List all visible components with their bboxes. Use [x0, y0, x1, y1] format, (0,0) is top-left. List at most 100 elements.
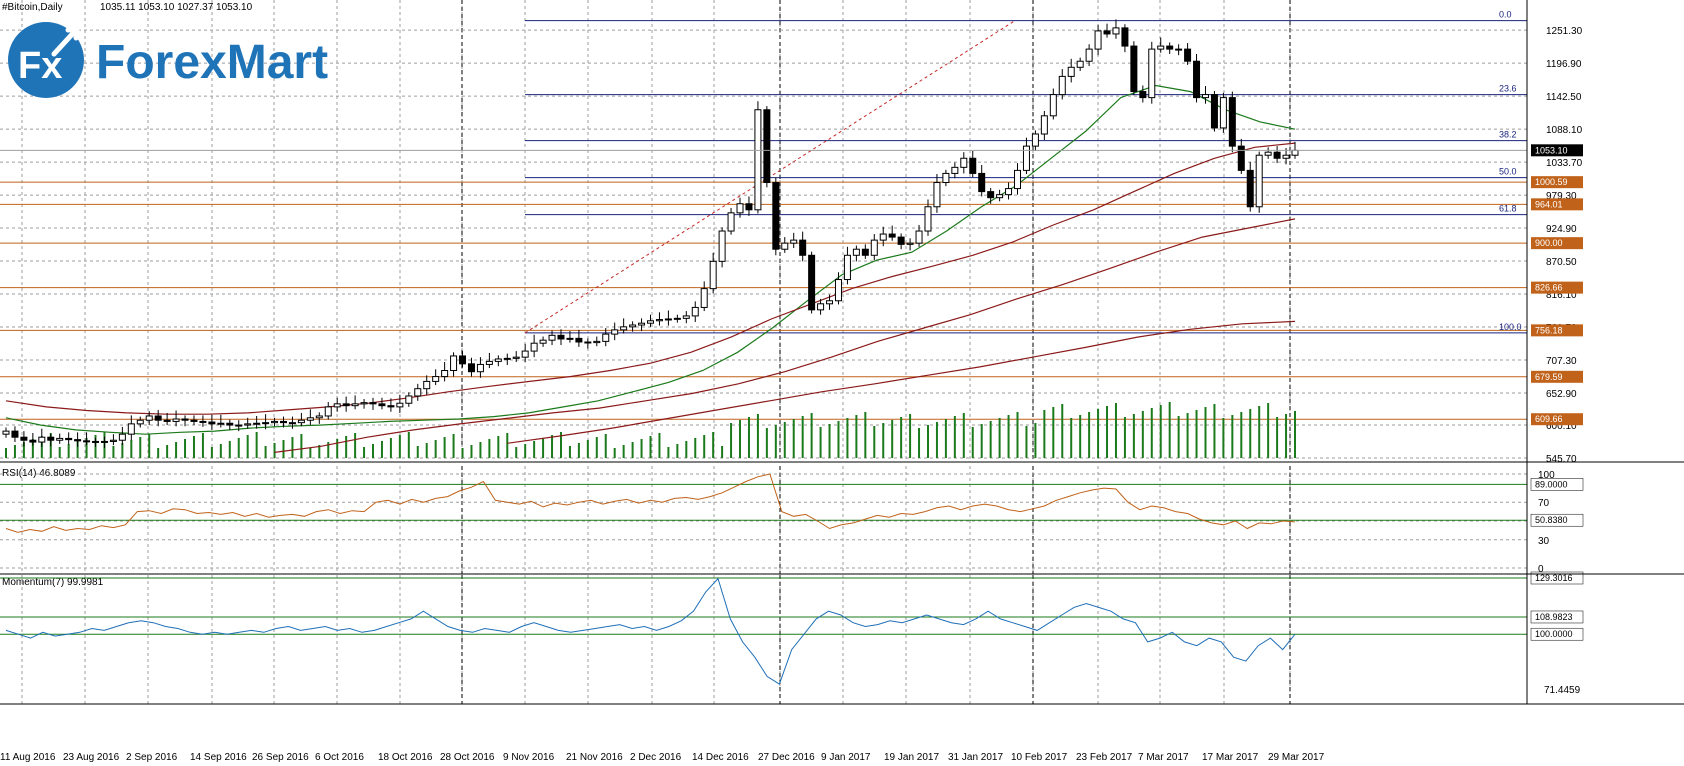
candle-body [459, 355, 467, 365]
date-tick-label: 6 Oct 2016 [315, 752, 364, 763]
candle-body [1175, 48, 1183, 51]
candle-body [172, 418, 180, 422]
candle-body [915, 230, 923, 244]
date-tick-label: 23 Feb 2017 [1076, 752, 1133, 763]
candle-body [834, 279, 842, 302]
candle-body [879, 233, 887, 241]
candle-body [1058, 75, 1066, 96]
candle-body [575, 337, 583, 343]
candle-body [29, 439, 37, 443]
momentum-level-label: 129.3016 [1535, 573, 1573, 583]
rsi-level-tag [1530, 513, 1584, 527]
candle-body [548, 334, 556, 341]
fibonacci-label: 0.0 [1499, 10, 1512, 20]
moving-average-line [5, 84, 1296, 435]
date-tick-label: 9 Nov 2016 [503, 752, 555, 763]
price-tick-label: 924.90 [1546, 224, 1577, 235]
candle-body [647, 320, 654, 324]
candle-body [1255, 154, 1263, 208]
candle-body [1103, 30, 1111, 35]
price-tick-label: 1251.30 [1546, 26, 1583, 37]
candle-body [127, 423, 135, 435]
candle-body [467, 363, 475, 373]
candle-body [1264, 151, 1272, 156]
candle-body [539, 339, 547, 344]
candle-body [1246, 169, 1254, 208]
rsi-line [5, 473, 1296, 533]
level-price-label: 609.66 [1535, 414, 1563, 424]
candle-body [861, 248, 869, 256]
logo-text: ForexMart [96, 36, 328, 89]
candle-body [557, 334, 565, 340]
price-tick-label: 1196.90 [1546, 59, 1582, 70]
level-price-tag [1531, 176, 1583, 189]
candle-body [217, 422, 225, 425]
date-tick-label: 28 Oct 2016 [440, 752, 495, 763]
rsi-tick-label: 0 [1538, 564, 1544, 575]
current-price-label: 1053.10 [1535, 145, 1568, 155]
candle-body [790, 239, 798, 244]
fibonacci-label: 50.0 [1499, 167, 1517, 177]
candle-body [530, 342, 538, 352]
candle-body [1076, 60, 1084, 68]
chart-symbol-title: #Bitcoin,Daily [2, 2, 63, 13]
level-price-label: 756.18 [1535, 325, 1563, 335]
candle-body [494, 358, 502, 362]
candle-body [181, 418, 189, 421]
price-tick-label: 545.70 [1546, 454, 1577, 465]
candle-body [566, 337, 574, 340]
candle-body [951, 166, 959, 174]
candle-body [763, 109, 771, 184]
candle-body [736, 203, 744, 214]
candle-body [1201, 94, 1209, 99]
logo-badge-text: Fx [18, 45, 62, 87]
candle-body [1228, 97, 1236, 147]
candle-body [145, 415, 153, 421]
candle-body [906, 242, 914, 245]
momentum-level-label: 108.9823 [1535, 612, 1573, 622]
candle-body [324, 406, 332, 417]
candle-body [360, 402, 368, 405]
candle-body [754, 109, 762, 211]
candle-body [1031, 133, 1039, 147]
rsi-level-tag [1530, 478, 1584, 491]
candle-body [745, 203, 753, 211]
date-tick-label: 29 Mar 2017 [1268, 752, 1325, 763]
candle-body [1184, 48, 1192, 62]
candle-body [987, 191, 995, 199]
level-price-tag [1531, 413, 1583, 426]
date-tick-label: 23 Aug 2016 [63, 752, 120, 763]
candle-body [673, 317, 681, 320]
candle-body [1005, 188, 1013, 196]
candle-body [1040, 115, 1048, 135]
date-tick-label: 17 Mar 2017 [1202, 752, 1259, 763]
candle-body [136, 419, 144, 425]
candle-body [1085, 48, 1093, 62]
momentum-title: Momentum(7) 99.9981 [2, 577, 104, 588]
candle-body [100, 440, 108, 443]
candle-body [1210, 94, 1218, 129]
candle-body [414, 388, 422, 397]
candle-body [405, 395, 413, 404]
candle-body [799, 239, 807, 256]
candle-body [1139, 91, 1147, 99]
level-price-tag [1531, 324, 1583, 337]
candle-body [620, 326, 628, 331]
candle-body [65, 437, 73, 441]
price-tick-label: 1142.50 [1546, 92, 1582, 103]
momentum-panel[interactable]: Momentum(7) 99.9981 129.3016 108.9823 100.0… [0, 571, 1584, 696]
logo-arrow-icon [51, 26, 80, 57]
candle-body [709, 260, 717, 290]
level-price-tag [1531, 237, 1583, 250]
moving-average-line [5, 142, 1296, 415]
momentum-line [5, 577, 1296, 685]
candle-body [512, 356, 520, 359]
candle-body [476, 363, 484, 373]
rsi-level-label: 89.0000 [1535, 479, 1568, 489]
candle-body [593, 340, 601, 344]
date-tick-label: 19 Jan 2017 [884, 752, 939, 763]
candle-body [432, 376, 440, 382]
